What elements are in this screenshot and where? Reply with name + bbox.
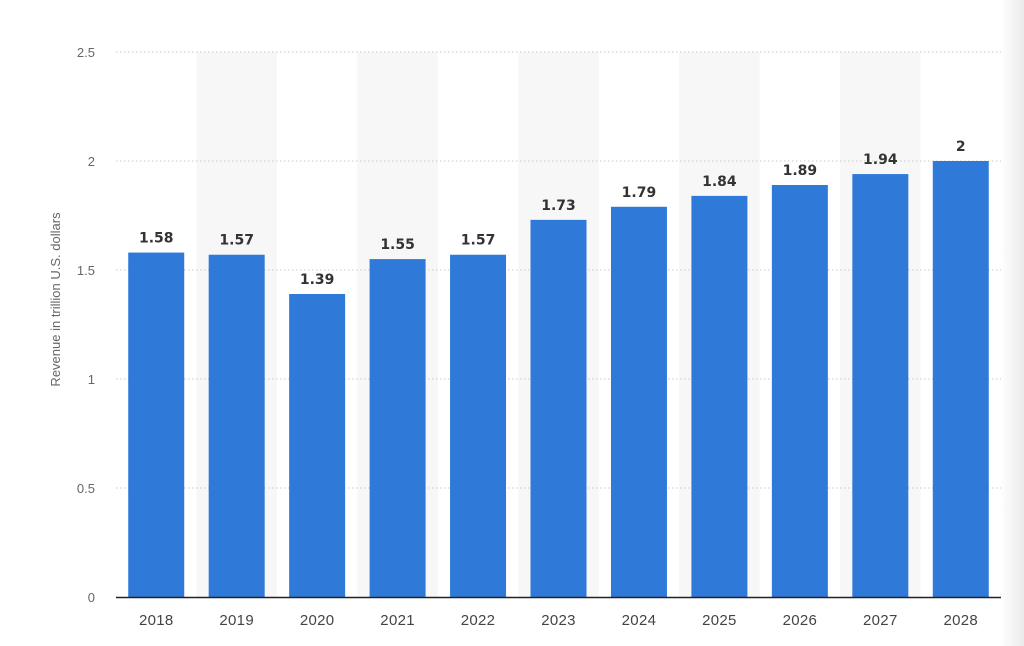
- bar-2026: [771, 184, 828, 598]
- y-axis-title: Revenue in trillion U.S. dollars: [48, 212, 63, 387]
- bar-2024: [610, 206, 667, 597]
- x-tick-label-2027: 2027: [863, 612, 898, 629]
- bar-2022: [450, 254, 507, 598]
- bar-2020: [289, 293, 346, 597]
- data-label-2027: 1.94: [863, 152, 898, 168]
- bar-2027: [852, 174, 909, 597]
- bars: [128, 161, 989, 598]
- y-tick-label: 0.5: [77, 481, 95, 496]
- data-label-2019: 1.57: [219, 233, 254, 249]
- data-label-2023: 1.73: [541, 198, 576, 214]
- x-tick-label-2021: 2021: [380, 612, 415, 629]
- x-tick-label-2026: 2026: [783, 612, 818, 629]
- x-tick-label-2022: 2022: [461, 612, 496, 629]
- data-label-2028: 2: [956, 139, 966, 155]
- data-label-2025: 1.84: [702, 174, 737, 190]
- y-tick-label: 1.5: [77, 263, 95, 278]
- x-tick-label-2024: 2024: [622, 612, 657, 629]
- bar-2025: [691, 195, 748, 597]
- y-tick-label: 2.5: [77, 45, 95, 60]
- x-tick-label-2019: 2019: [219, 612, 254, 629]
- bar-2019: [208, 254, 265, 598]
- data-label-2026: 1.89: [783, 163, 818, 179]
- y-tick-label: 0: [88, 590, 95, 605]
- data-label-2022: 1.57: [461, 233, 496, 249]
- x-tick-label-2020: 2020: [300, 612, 335, 629]
- data-label-2021: 1.55: [380, 237, 415, 253]
- right-edge-fade: [1000, 0, 1024, 646]
- y-tick-label: 1: [88, 372, 95, 387]
- x-tick-label-2025: 2025: [702, 612, 737, 629]
- data-labels: 1.58 1.57 1.39 1.55 1.57 1.73 1.79 1.84 1.89 1.94…: [139, 139, 966, 288]
- x-tick-label-2023: 2023: [541, 612, 576, 629]
- data-label-2024: 1.79: [622, 185, 657, 201]
- data-label-2018: 1.58: [139, 231, 174, 247]
- bar-2028: [932, 161, 989, 597]
- x-axis-ticks: 2018 2019 2020 2021 2022 2023 2024 2025 2026 2027…: [139, 612, 978, 629]
- data-label-2020: 1.39: [300, 272, 335, 288]
- bar-2023: [530, 219, 587, 598]
- x-tick-label-2028: 2028: [943, 612, 978, 629]
- bar-2021: [369, 259, 426, 597]
- x-tick-label-2018: 2018: [139, 612, 174, 629]
- y-axis-ticks: 0 0.5 1 1.5 2 2.5: [77, 45, 95, 605]
- y-tick-label: 2: [88, 154, 95, 169]
- bar-2018: [128, 252, 185, 597]
